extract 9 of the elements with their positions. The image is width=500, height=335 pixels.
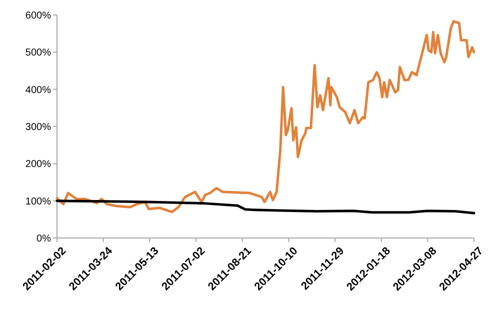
- line-series: [56, 200, 476, 214]
- y-tick-label: 400%: [25, 84, 52, 96]
- y-tick-label: 300%: [25, 122, 52, 133]
- y-tick-label: 0%: [36, 234, 52, 244]
- y-tick-label: 500%: [25, 48, 52, 59]
- line-series: [56, 20, 476, 214]
- y-tick-label: 200%: [25, 159, 52, 170]
- y-tick-label: 600%: [25, 10, 52, 22]
- y-tick-label: 100%: [25, 196, 52, 208]
